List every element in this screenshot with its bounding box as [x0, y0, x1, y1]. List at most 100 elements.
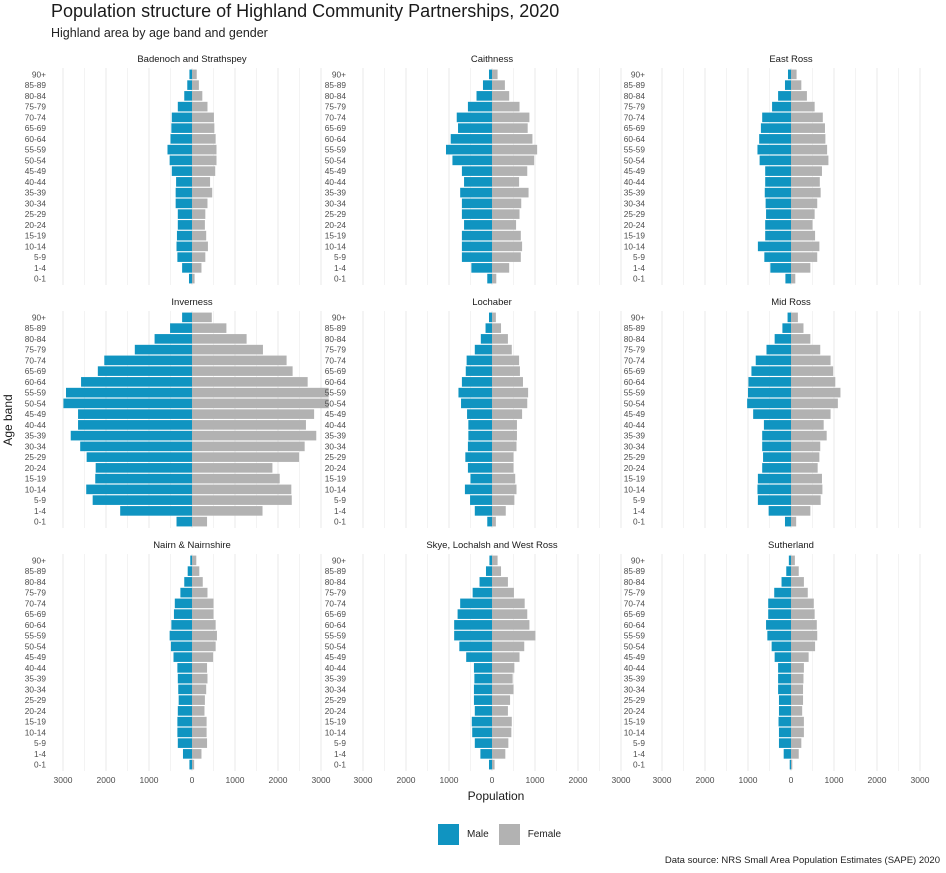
bar-female	[192, 252, 206, 262]
y-axis-title: Age band	[1, 394, 15, 445]
bar-male	[488, 312, 492, 323]
bar-female	[791, 91, 807, 101]
bar-female	[192, 663, 208, 673]
bar-female	[791, 598, 814, 609]
y-tick-label: 35-39	[325, 188, 347, 198]
bar-male	[190, 555, 192, 566]
bar-female	[192, 430, 317, 441]
bar-male	[784, 516, 791, 527]
bar-female	[791, 609, 815, 619]
y-tick-label: 25-29	[325, 695, 347, 705]
panel-title-lochaber: Lochaber	[472, 297, 512, 308]
bar-male	[473, 663, 492, 673]
y-tick-label: 0-1	[34, 760, 46, 770]
bar-male	[787, 69, 791, 80]
bar-male	[468, 420, 492, 430]
y-tick-label: 35-39	[624, 188, 646, 198]
y-tick-label: 80-84	[325, 91, 347, 101]
bar-male	[171, 620, 192, 630]
bar-male	[785, 273, 791, 284]
bar-male	[757, 144, 791, 155]
bar-male	[778, 695, 791, 705]
y-tick-label: 80-84	[624, 577, 646, 587]
bar-female	[791, 463, 818, 473]
y-tick-label: 55-59	[325, 388, 347, 398]
bar-female	[791, 663, 804, 673]
bar-female	[192, 198, 208, 209]
bar-male	[762, 430, 791, 441]
bar-female	[791, 209, 815, 219]
bar-male	[748, 387, 791, 398]
bar-female	[791, 112, 823, 123]
y-tick-label: 30-34	[25, 441, 47, 451]
y-tick-label: 25-29	[25, 452, 47, 462]
bar-female	[192, 452, 300, 462]
bar-female	[791, 516, 797, 527]
bar-male	[772, 101, 791, 112]
y-tick-label: 15-19	[25, 717, 47, 727]
bar-female	[791, 749, 799, 759]
bar-female	[192, 101, 208, 112]
y-tick-label: 35-39	[325, 674, 347, 684]
bar-male	[120, 506, 192, 516]
bar-female	[492, 155, 535, 166]
bar-male	[762, 441, 791, 452]
y-tick-label: 45-49	[25, 652, 47, 662]
y-tick-label: 25-29	[325, 209, 347, 219]
bar-male	[177, 716, 192, 727]
bar-male	[755, 355, 791, 366]
bar-male	[748, 377, 791, 387]
bar-female	[791, 355, 831, 366]
x-tick-label: 1000	[226, 775, 245, 785]
y-tick-label: 35-39	[624, 674, 646, 684]
bar-male	[476, 91, 492, 101]
y-tick-label: 35-39	[25, 431, 47, 441]
bar-male	[467, 441, 492, 452]
y-tick-label: 75-79	[25, 345, 47, 355]
bar-male	[461, 198, 492, 209]
y-tick-label: 50-54	[25, 641, 47, 651]
panel-title-sutherland: Sutherland	[768, 540, 814, 551]
bar-male	[174, 598, 192, 609]
bar-female	[492, 101, 520, 112]
bar-female	[791, 166, 822, 176]
bar-male	[765, 177, 791, 187]
y-tick-label: 70-74	[25, 598, 47, 608]
y-tick-label: 85-89	[325, 80, 347, 90]
y-tick-label: 45-49	[25, 409, 47, 419]
bar-male	[460, 598, 492, 609]
bar-male	[768, 598, 791, 609]
y-tick-label: 15-19	[624, 717, 646, 727]
bar-female	[192, 484, 292, 495]
y-tick-label: 10-14	[25, 241, 47, 251]
bar-male	[171, 112, 192, 123]
y-tick-label: 1-4	[633, 506, 645, 516]
y-tick-label: 10-14	[325, 241, 347, 251]
y-tick-label: 60-64	[325, 134, 347, 144]
y-tick-label: 60-64	[25, 620, 47, 630]
bar-female	[192, 609, 214, 619]
bar-male	[766, 209, 791, 219]
bar-female	[791, 430, 827, 441]
bar-male	[177, 663, 192, 673]
y-tick-label: 70-74	[325, 598, 347, 608]
bar-female	[791, 230, 816, 241]
bar-female	[192, 630, 217, 641]
y-tick-label: 15-19	[325, 474, 347, 484]
bar-female	[791, 409, 831, 419]
bar-male	[182, 312, 192, 323]
bar-female	[192, 495, 292, 505]
bar-female	[791, 566, 799, 576]
bar-male	[175, 198, 192, 209]
bar-female	[192, 209, 206, 219]
bar-female	[492, 663, 515, 673]
bar-male	[485, 323, 492, 333]
bar-female	[791, 187, 821, 198]
y-tick-label: 70-74	[325, 355, 347, 365]
y-tick-label: 85-89	[325, 566, 347, 576]
bar-male	[474, 506, 492, 516]
bar-female	[492, 198, 522, 209]
y-tick-label: 5-9	[633, 252, 645, 262]
bar-male	[450, 134, 492, 144]
y-tick-label: 75-79	[624, 102, 646, 112]
